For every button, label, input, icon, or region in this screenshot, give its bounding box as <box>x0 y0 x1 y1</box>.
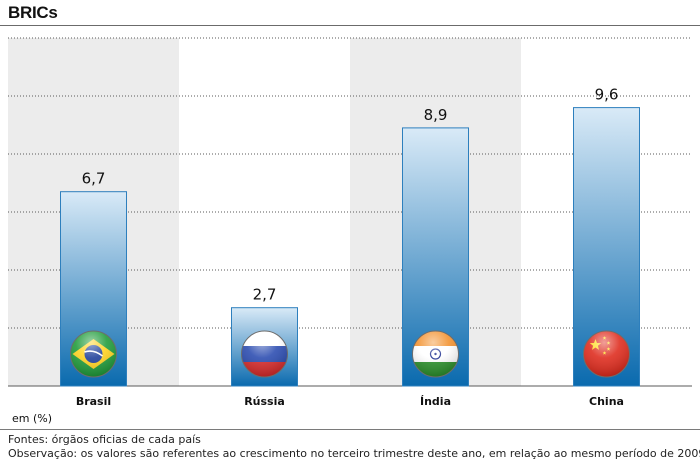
category-label: China <box>589 395 624 408</box>
data-label: 9,6 <box>595 86 619 104</box>
data-label: 6,7 <box>82 170 106 188</box>
observation-note: Observação: os valores são referentes ao… <box>8 447 700 460</box>
bar-chart: 6,7 2,7 8,9 9,6 Brasil Rússia Índia China <box>8 37 692 408</box>
data-label: 2,7 <box>253 286 277 304</box>
category-label: Índia <box>420 395 451 408</box>
china-flag-icon <box>583 330 630 378</box>
title-divider <box>0 25 700 26</box>
chart-title: BRICs <box>8 3 58 22</box>
unit-label: em (%) <box>12 412 53 425</box>
footer-divider <box>0 429 700 430</box>
data-label: 8,9 <box>424 106 448 124</box>
russia-flag-icon <box>241 330 288 378</box>
category-label: Brasil <box>76 395 111 408</box>
category-label: Rússia <box>244 395 285 408</box>
india-flag-icon <box>412 330 459 378</box>
sources-note: Fontes: órgãos oficias de cada país <box>8 433 201 446</box>
brazil-flag-icon <box>70 330 117 378</box>
